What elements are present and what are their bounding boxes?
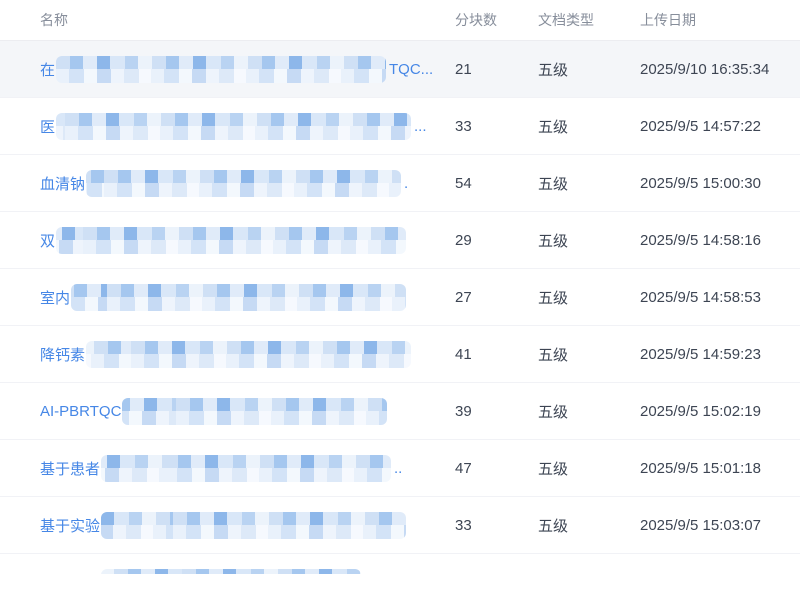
document-name-link[interactable]: 双 xyxy=(40,226,450,254)
upload-date-value: 2025/9/5 14:59:23 xyxy=(640,345,761,363)
document-name-prefix: 医 xyxy=(40,118,56,136)
name-cell: 医 ... xyxy=(0,112,455,140)
table-row[interactable]: 室内 27 五级 2025/9/5 14:58:53 xyxy=(0,269,800,326)
doc-type-value: 五级 xyxy=(538,346,569,364)
table-row[interactable]: 降钙素 41 五级 2025/9/5 14:59:23 xyxy=(0,326,800,383)
column-header-upload-date: 上传日期 xyxy=(640,12,696,28)
redacted-name-blur xyxy=(122,397,388,425)
upload-date-value: 2025/9/5 15:03:07 xyxy=(640,516,761,534)
redacted-name-blur xyxy=(56,55,387,83)
chunk-count-value: 33 xyxy=(455,516,472,534)
upload-date-value: 2025/9/10 16:35:34 xyxy=(640,60,770,78)
document-name-link[interactable]: 基于模拟 xyxy=(40,568,450,574)
chunk-count-value: 47 xyxy=(455,459,472,477)
table-row[interactable]: AI-PBRTQC 39 五级 2025/9/5 15:02:19 xyxy=(0,383,800,440)
name-cell: AI-PBRTQC xyxy=(0,397,455,425)
document-name-link[interactable]: 在 TQC... xyxy=(40,55,450,83)
upload-date-value: 2025/9/5 15:07:50 xyxy=(640,574,800,575)
chunk-count-value: 33 xyxy=(455,117,472,135)
doc-type-value: 五级 xyxy=(538,61,569,79)
name-cell: 在 TQC... xyxy=(0,55,455,83)
document-name-prefix: AI-PBRTQC xyxy=(40,402,122,420)
document-name-link[interactable]: 降钙素 xyxy=(40,340,450,368)
chunk-count-value: 39 xyxy=(455,402,472,420)
doc-type-value: 五级 xyxy=(538,460,569,478)
document-name-prefix: 血清钠 xyxy=(40,175,86,193)
document-name-link[interactable]: 基于患者 .. xyxy=(40,454,450,482)
table-row[interactable]: 基于患者 .. 47 五级 2025/9/5 15:01:18 xyxy=(0,440,800,497)
redacted-name-blur xyxy=(86,340,412,368)
table-row[interactable]: 血清钠 . 54 五级 2025/9/5 15:00:30 xyxy=(0,155,800,212)
upload-date-value: 2025/9/5 15:01:18 xyxy=(640,459,761,477)
document-name-suffix: TQC... xyxy=(389,60,434,78)
document-name-link[interactable]: 血清钠 . xyxy=(40,169,450,197)
doc-type-value: 五级 xyxy=(538,118,569,136)
document-name-prefix: 室内 xyxy=(40,289,71,307)
document-table: 名称 分块数 文档类型 上传日期 在 TQC... 21 五级 2025/9/1… xyxy=(0,0,800,574)
name-cell: 血清钠 . xyxy=(0,169,455,197)
column-header-name: 名称 xyxy=(40,12,68,28)
upload-date-value: 2025/9/5 14:58:53 xyxy=(640,288,761,306)
document-name-link[interactable]: 医 ... xyxy=(40,112,450,140)
doc-type-value: 五级 xyxy=(538,175,569,193)
document-name-link[interactable]: 基于实验 xyxy=(40,511,450,539)
column-header-chunk-count: 分块数 xyxy=(455,12,497,28)
document-name-link[interactable]: 室内 xyxy=(40,283,450,311)
doc-type-value: 五级 xyxy=(538,403,569,421)
document-name-prefix: 双 xyxy=(40,232,56,250)
name-cell: 室内 xyxy=(0,283,455,311)
document-name-prefix: 降钙素 xyxy=(40,346,86,364)
upload-date-value: 2025/9/5 15:02:19 xyxy=(640,402,761,420)
redacted-name-blur xyxy=(101,454,392,482)
chunk-count-value: 21 xyxy=(455,60,472,78)
upload-date-value: 2025/9/5 14:58:16 xyxy=(640,231,761,249)
redacted-name-blur xyxy=(71,283,407,311)
document-name-prefix: 基于患者 xyxy=(40,460,101,478)
column-header-doc-type: 文档类型 xyxy=(538,12,594,28)
chunk-count-value: 41 xyxy=(455,345,472,363)
redacted-name-blur xyxy=(101,511,407,539)
table-header-row: 名称 分块数 文档类型 上传日期 xyxy=(0,0,800,41)
redacted-name-blur xyxy=(56,226,407,254)
document-name-suffix: .. xyxy=(394,459,403,477)
table-body: 在 TQC... 21 五级 2025/9/10 16:35:34 医 ... … xyxy=(0,41,800,574)
redacted-name-blur xyxy=(56,112,412,140)
table-row[interactable]: 基于模拟 33 五级 2025/9/5 15:07:50 xyxy=(0,554,800,574)
pagination-bar xyxy=(0,574,800,608)
name-cell: 降钙素 xyxy=(0,340,455,368)
table-row[interactable]: 在 TQC... 21 五级 2025/9/10 16:35:34 xyxy=(0,41,800,98)
table-row[interactable]: 基于实验 33 五级 2025/9/5 15:03:07 xyxy=(0,497,800,554)
chunk-count-value: 33 xyxy=(455,574,538,575)
document-name-suffix: ... xyxy=(414,117,427,135)
doc-type-value: 五级 xyxy=(538,517,569,535)
document-name-suffix: . xyxy=(404,174,409,192)
chunk-count-value: 54 xyxy=(455,174,472,192)
document-name-prefix: 基于实验 xyxy=(40,517,101,535)
redacted-name-blur xyxy=(86,169,402,197)
document-name-link[interactable]: AI-PBRTQC xyxy=(40,397,450,425)
doc-type-value: 五级 xyxy=(538,289,569,307)
redacted-name-blur xyxy=(101,568,362,574)
name-cell: 基于实验 xyxy=(0,511,455,539)
name-cell: 基于患者 .. xyxy=(0,454,455,482)
table-row[interactable]: 医 ... 33 五级 2025/9/5 14:57:22 xyxy=(0,98,800,155)
upload-date-value: 2025/9/5 15:00:30 xyxy=(640,174,761,192)
table-row[interactable]: 双 29 五级 2025/9/5 14:58:16 xyxy=(0,212,800,269)
chunk-count-value: 27 xyxy=(455,288,472,306)
name-cell: 基于模拟 xyxy=(0,568,455,574)
chunk-count-value: 29 xyxy=(455,231,472,249)
upload-date-value: 2025/9/5 14:57:22 xyxy=(640,117,761,135)
document-name-prefix: 在 xyxy=(40,61,56,79)
name-cell: 双 xyxy=(0,226,455,254)
doc-type-value: 五级 xyxy=(538,232,569,250)
